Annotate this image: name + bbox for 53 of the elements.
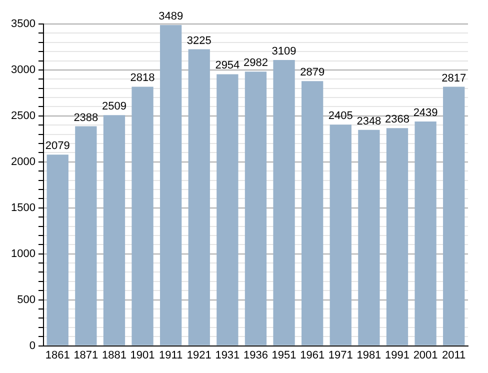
- bar: [358, 130, 380, 346]
- x-tick-label: 1936: [243, 349, 268, 362]
- bar: [216, 74, 238, 346]
- data-label: 2368: [385, 114, 410, 126]
- bar: [75, 126, 97, 346]
- data-label: 2405: [328, 110, 353, 122]
- data-label: 2982: [243, 57, 268, 70]
- y-tick-label: 3000: [10, 64, 36, 76]
- x-tick-label: 1881: [102, 349, 126, 362]
- bar: [188, 49, 210, 346]
- data-label: 2879: [300, 66, 325, 79]
- data-label: 2439: [413, 107, 438, 120]
- data-label: 2079: [45, 140, 70, 152]
- x-tick-label: 1871: [74, 349, 98, 362]
- bar: [443, 86, 465, 346]
- x-tick-label: 2011: [442, 349, 466, 362]
- data-label: 2818: [130, 72, 155, 84]
- x-tick-label: 1901: [130, 349, 155, 362]
- data-label: 2348: [356, 115, 382, 128]
- y-tick-label: 0: [29, 340, 36, 352]
- y-tick-label: 2000: [10, 156, 36, 168]
- bar: [103, 115, 126, 346]
- x-tick-label: 1961: [300, 349, 325, 362]
- x-tick-label: 1921: [186, 349, 212, 362]
- data-label: 3109: [272, 45, 296, 58]
- x-tick-label: 1931: [215, 349, 240, 362]
- data-label: 3225: [186, 34, 212, 47]
- x-tick-label: 1981: [356, 349, 382, 362]
- bar: [330, 124, 352, 346]
- y-tick-label: 500: [17, 294, 36, 306]
- bar: [160, 25, 182, 346]
- data-label: 2954: [215, 60, 240, 72]
- y-tick-label: 3500: [10, 18, 36, 30]
- x-tick-label: 1951: [272, 349, 296, 362]
- bar: [132, 86, 154, 346]
- x-tick-label: 1991: [385, 349, 410, 362]
- bar: [273, 60, 295, 346]
- y-tick-label: 1500: [10, 202, 36, 214]
- x-tick-label: 2001: [413, 349, 438, 362]
- data-label: 2388: [74, 112, 98, 124]
- bar: [414, 122, 436, 346]
- bar: [386, 128, 408, 346]
- bar: [244, 72, 267, 346]
- x-tick-label: 1861: [45, 349, 70, 362]
- x-tick-label: 1911: [159, 349, 183, 362]
- bar: [302, 81, 324, 346]
- data-label: 2509: [102, 100, 126, 113]
- bar: [46, 154, 68, 346]
- data-label: 2817: [442, 72, 466, 84]
- y-tick-label: 2500: [10, 110, 36, 122]
- y-tick-label: 1000: [10, 248, 36, 260]
- data-label: 3489: [158, 10, 184, 23]
- x-tick-label: 1971: [328, 349, 353, 362]
